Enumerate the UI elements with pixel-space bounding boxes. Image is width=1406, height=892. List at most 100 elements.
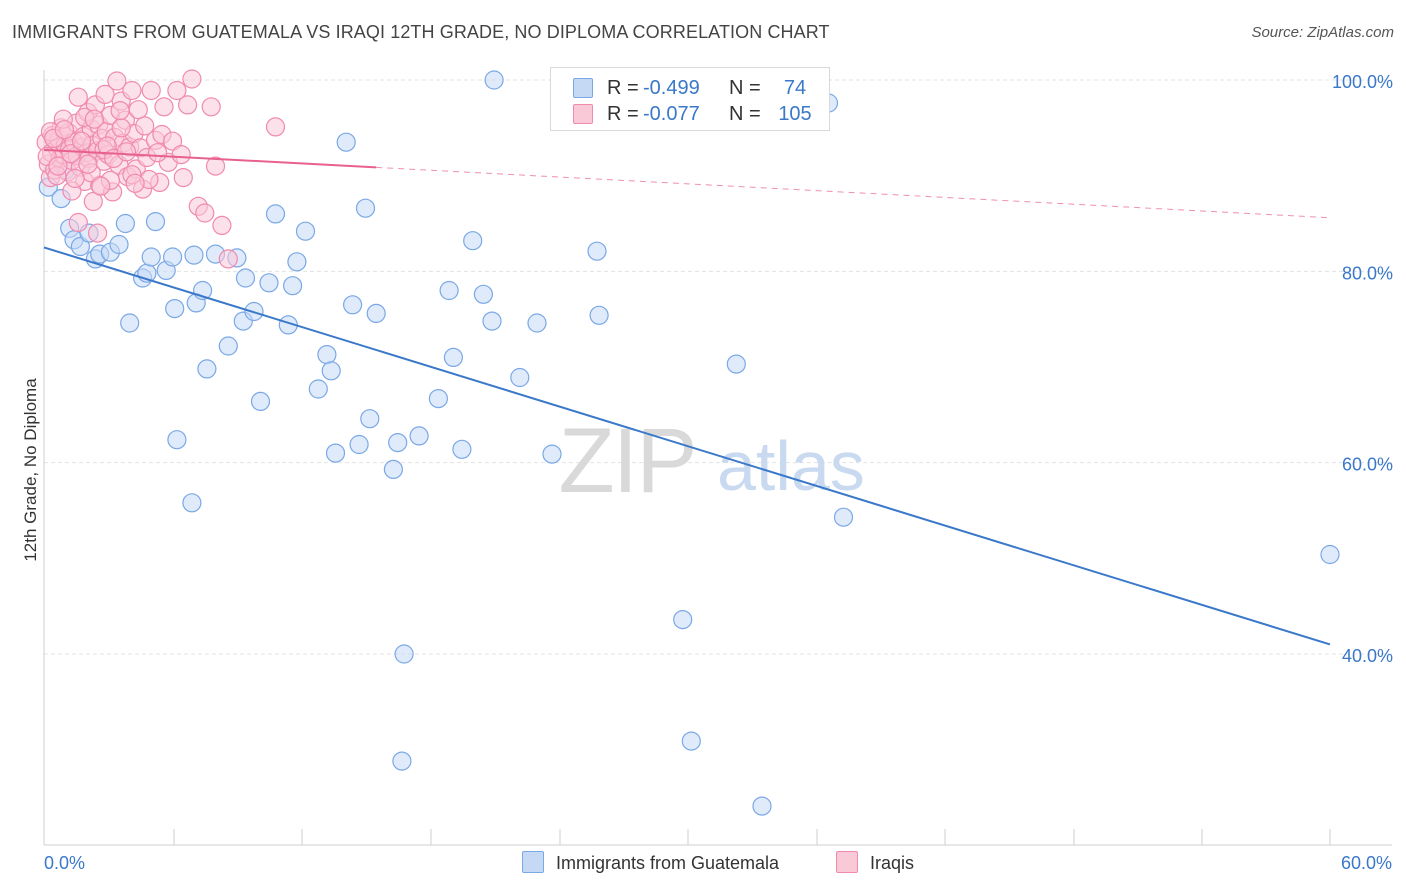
guatemala-point (482, 311, 502, 331)
guatemala-point (383, 459, 403, 479)
iraqi-point (163, 131, 183, 151)
iraqi-point (68, 212, 88, 233)
iraqi-point (83, 191, 103, 212)
iraqi-point (111, 118, 131, 138)
iraqi-point (78, 154, 98, 174)
iraqi-point (128, 100, 148, 120)
guatemala-point (283, 276, 303, 296)
iraqi-trend-line-extension (376, 166, 1331, 219)
axis-layer (43, 70, 1392, 846)
guatemala-point (197, 359, 217, 379)
iraqi-point (173, 168, 193, 188)
iraqi-point (167, 80, 187, 101)
guatemala-point (308, 379, 328, 399)
guatemala-point (321, 361, 341, 381)
guatemala-point (484, 70, 504, 90)
iraqi-point (201, 97, 221, 117)
iraqi-point (182, 69, 202, 89)
iraqi-point (195, 203, 215, 223)
watermark-zip: ZIP (558, 410, 695, 512)
legend-n-label: N = (729, 103, 761, 125)
guatemala-point (120, 313, 140, 333)
x-tick-label: 60.0% (1341, 853, 1392, 873)
guatemala-point (295, 221, 316, 241)
guatemala-point (409, 426, 429, 446)
guatemala-point (388, 433, 408, 453)
guatemala-point (218, 336, 238, 356)
guatemala-point (184, 245, 204, 265)
guatemala-trend-line (43, 246, 1331, 646)
iraqi-point (54, 120, 75, 140)
iraqi-point (154, 97, 174, 117)
iraqi-point (148, 143, 168, 163)
legend-r-value: -0.077 (643, 103, 700, 125)
guatemala-point (70, 236, 91, 257)
bottom-legend-iraqis: Iraqis (836, 851, 914, 874)
bottom-legend-swatch-guatemala (522, 851, 544, 873)
guatemala-point (287, 252, 307, 272)
guatemala-point (428, 389, 448, 409)
guatemala-point (752, 796, 772, 816)
iraqi-point (122, 80, 142, 101)
guatemala-point (165, 299, 185, 319)
legend-r-value: -0.499 (643, 77, 700, 99)
guatemala-point (109, 234, 129, 255)
iraqi-point (218, 249, 238, 269)
legend-swatch-iraqis (573, 104, 593, 124)
iraqi-point (110, 100, 130, 121)
legend-n-value: 74 (783, 77, 807, 99)
guatemala-point (473, 284, 493, 304)
guatemala-point (265, 204, 286, 224)
bottom-legend-label-guatemala: Immigrants from Guatemala (556, 853, 780, 873)
guatemala-point (366, 303, 386, 323)
guatemala-point (1320, 544, 1340, 565)
iraqi-point (84, 109, 105, 129)
iraqi-point (87, 223, 108, 243)
watermark: ZIP atlas (558, 410, 864, 512)
guatemala-point (259, 273, 279, 293)
guatemala-point (527, 313, 547, 333)
bottom-legend-guatemala: Immigrants from Guatemala (522, 851, 779, 874)
iraqi-point (265, 117, 286, 137)
guatemala-point (510, 367, 530, 388)
guatemala-point (115, 213, 136, 234)
guatemala-point (587, 241, 607, 261)
y-tick-label: 60.0% (1342, 455, 1393, 475)
y-tick-label: 100.0% (1332, 72, 1393, 92)
guatemala-point (336, 132, 356, 152)
legend-n-label: N = (729, 77, 761, 99)
guatemala-point (349, 434, 369, 455)
trend-layer (43, 148, 1331, 646)
guatemala-point (163, 247, 183, 267)
iraqi-point (107, 71, 127, 91)
iraqi-point (61, 144, 81, 164)
guatemala-point (463, 231, 483, 251)
guatemala-point (443, 347, 463, 367)
iraqi-point (91, 176, 111, 196)
guatemala-point (542, 444, 562, 464)
guatemala-point (673, 609, 693, 630)
guatemala-point (355, 198, 376, 218)
iraqi-point (48, 156, 68, 176)
guatemala-point (681, 731, 701, 751)
guatemala-point (392, 751, 412, 771)
chart-title: IMMIGRANTS FROM GUATEMALA VS IRAQI 12TH … (12, 22, 830, 42)
guatemala-point (452, 439, 472, 459)
source-label: Source: ZipAtlas.com (1251, 24, 1394, 41)
guatemala-point (235, 268, 256, 288)
legend-n-value: 105 (778, 103, 812, 125)
iraqi-point (125, 173, 145, 193)
y-tick-label: 40.0% (1342, 646, 1393, 666)
guatemala-point (439, 280, 459, 301)
points-layer (36, 69, 1340, 816)
guatemala-point (833, 507, 854, 527)
grid-layer (44, 79, 1392, 655)
guatemala-point (145, 212, 166, 232)
iraqi-point (68, 87, 88, 107)
iraqi-point (205, 156, 226, 176)
legend-r-label: R = (607, 77, 639, 99)
legend-swatch-guatemala (573, 78, 593, 98)
tick-labels: 40.0% 60.0% 80.0% 100.0% 0.0% 60.0% (44, 72, 1393, 873)
x-tick-label: 0.0% (44, 853, 85, 873)
